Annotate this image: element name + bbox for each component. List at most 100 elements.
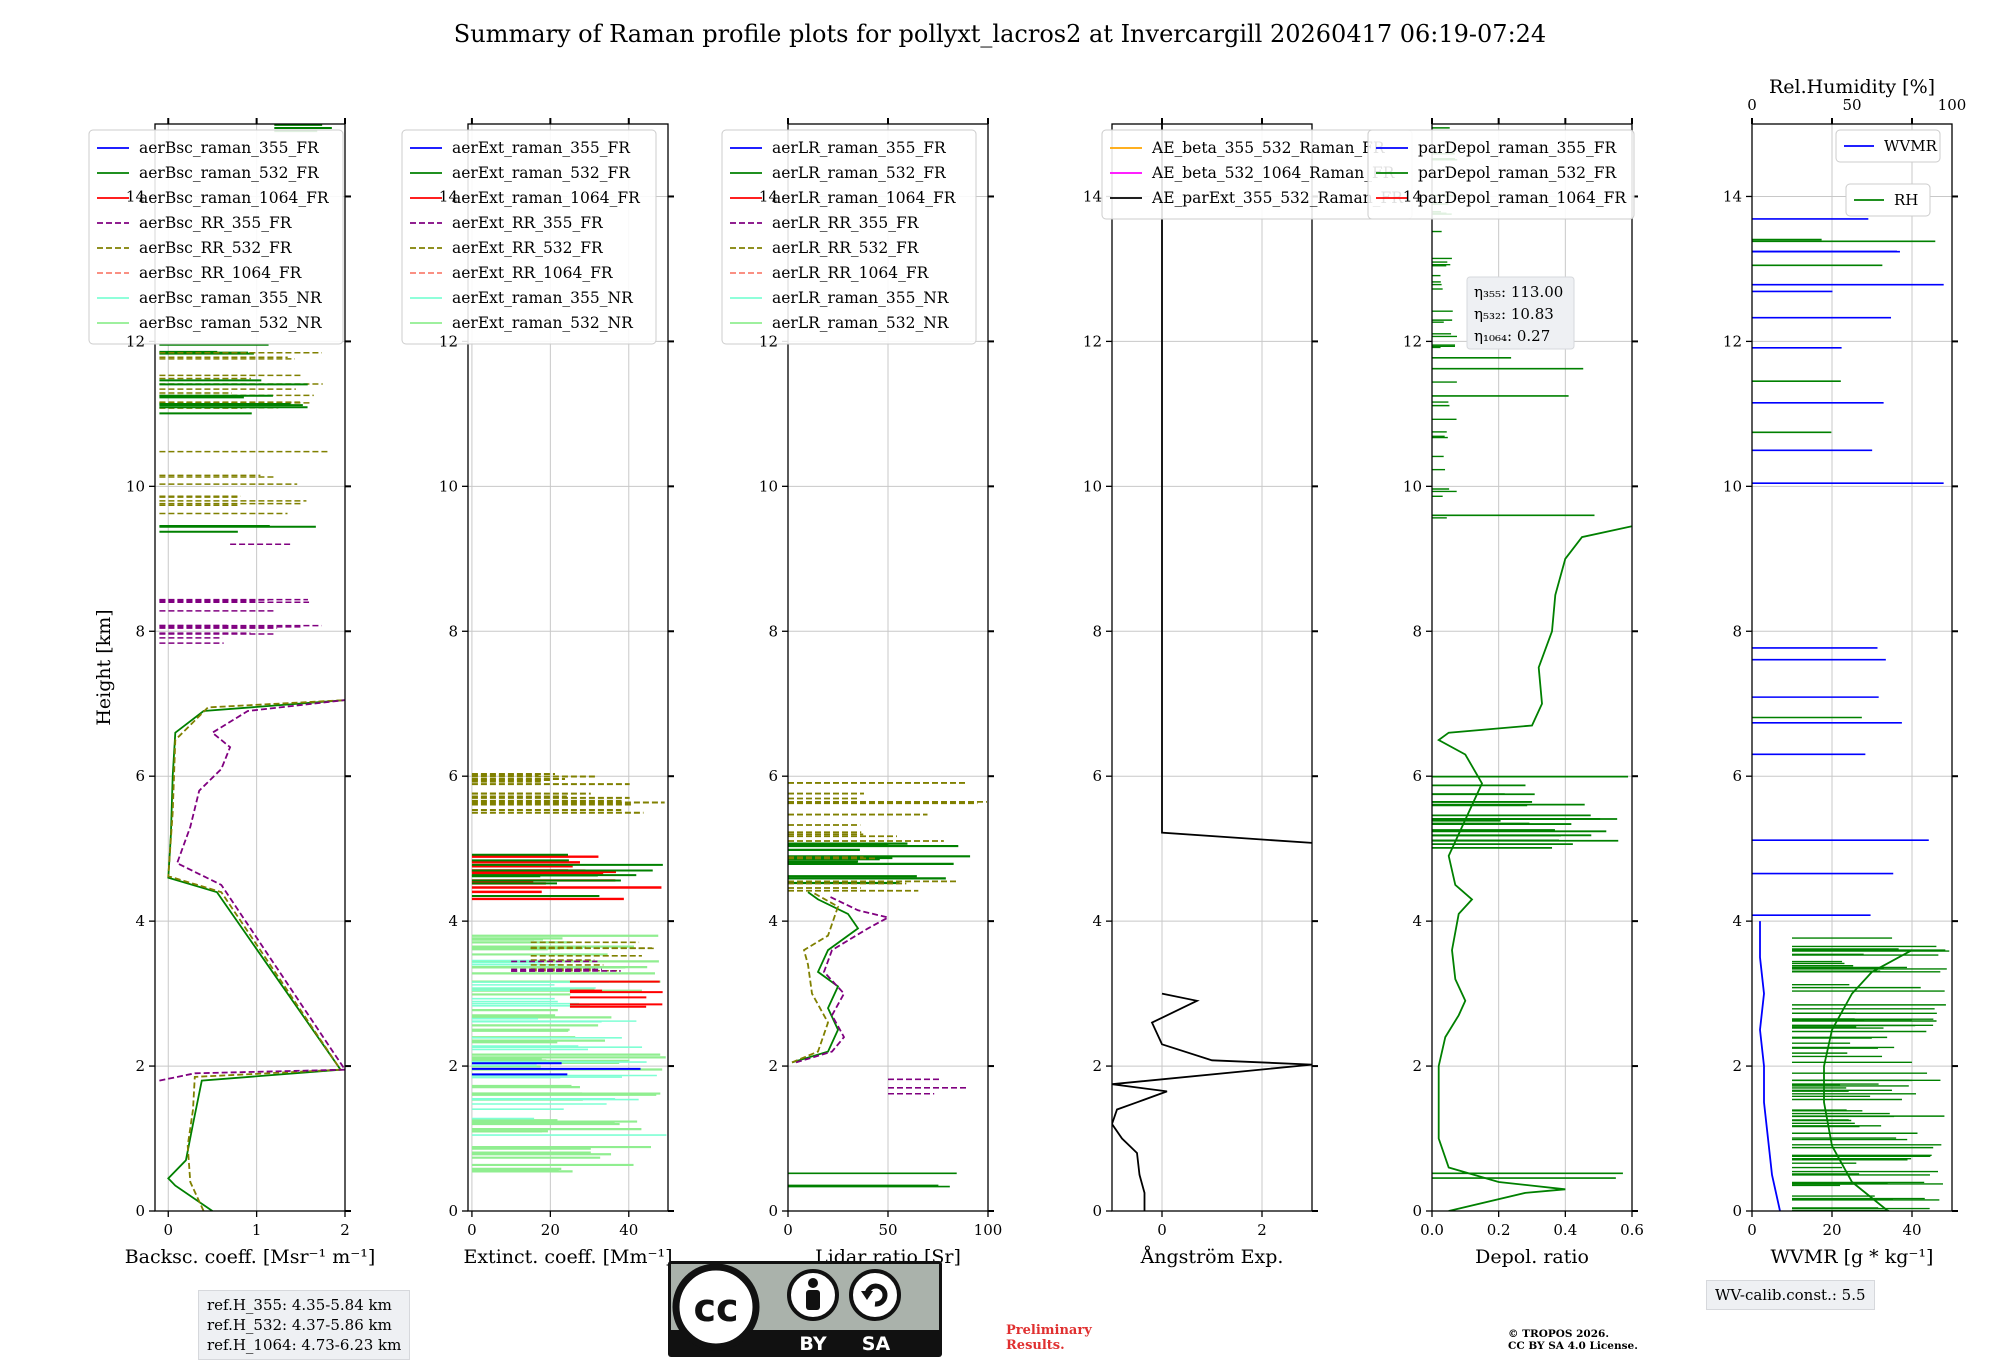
ytick-label: 10 xyxy=(1083,477,1102,495)
legend-bsc xyxy=(88,129,344,345)
legend-label: aerExt_RR_1064_FR xyxy=(452,264,614,282)
legend-label: aerExt_raman_532_FR xyxy=(452,164,631,182)
xtick-label: 0 xyxy=(783,1221,793,1239)
copyright-line-2: CC BY SA 4.0 License. xyxy=(1508,1340,1638,1352)
ytick-label: 14 xyxy=(126,187,145,205)
ytick-label: 4 xyxy=(1092,912,1102,930)
ytick-label: 4 xyxy=(135,912,145,930)
ytick-label: 6 xyxy=(1092,767,1102,785)
ytick-label: 2 xyxy=(768,1057,778,1075)
xtick-label: 1 xyxy=(252,1221,262,1239)
annotation-line: η₃₅₅: 113.00 xyxy=(1474,283,1563,301)
cc-logo-icon xyxy=(672,1263,760,1351)
cc-by-sa-badge: cc BY SA xyxy=(668,1261,942,1357)
ytick-label: 0 xyxy=(448,1202,458,1220)
ytick-label: 4 xyxy=(1732,912,1742,930)
series-aerlr-rr-355-fr xyxy=(795,894,891,1064)
legend-label: AE_parExt_355_532_Raman_FR xyxy=(1151,189,1404,207)
legend-label: parDepol_raman_355_FR xyxy=(1418,139,1618,157)
x-axis-label: Depol. ratio xyxy=(1475,1246,1589,1268)
ytick-label: 10 xyxy=(1723,477,1742,495)
legend-label: aerExt_raman_532_NR xyxy=(452,314,634,332)
ytick-label: 2 xyxy=(448,1057,458,1075)
data-layer-depol xyxy=(1432,127,1632,1211)
xtick-label: 0 xyxy=(163,1221,173,1239)
sa-share-icon xyxy=(849,1269,901,1321)
sa-label: SA xyxy=(862,1333,891,1355)
ytick-label: 12 xyxy=(439,332,458,350)
legend-box xyxy=(401,129,657,345)
axes-frame xyxy=(1431,123,1633,1212)
top-axis-label: Rel.Humidity [%] xyxy=(1769,76,1935,98)
legend-label: AE_beta_532_1064_Raman_FR xyxy=(1151,164,1396,182)
preliminary-line-2: Results. xyxy=(1006,1338,1065,1353)
legend-label: parDepol_raman_532_FR xyxy=(1418,164,1618,182)
ytick-label: 2 xyxy=(1412,1057,1422,1075)
legend-label: AE_beta_355_532_Raman_FR xyxy=(1151,139,1386,157)
top-xtick-label: 0 xyxy=(1747,96,1757,114)
legend-label-wvmr: WVMR xyxy=(1884,137,1938,155)
annotation-line: η₅₃₂: 10.83 xyxy=(1474,305,1554,323)
ytick-label: 14 xyxy=(1403,187,1422,205)
legend-box xyxy=(1845,183,1931,217)
ytick-label: 0 xyxy=(768,1202,778,1220)
refbox-line-1064: ref.H_1064: 4.73-6.23 km xyxy=(207,1336,402,1354)
ytick-label: 10 xyxy=(126,477,145,495)
xtick-label: 0.2 xyxy=(1487,1221,1511,1239)
legend-label-rh: RH xyxy=(1894,191,1918,209)
panel-ext xyxy=(401,118,674,1217)
reference-height-box: ref.H_355: 4.35-5.84 km ref.H_532: 4.37-… xyxy=(198,1290,411,1360)
ytick-label: 12 xyxy=(759,332,778,350)
by-label: BY xyxy=(799,1333,826,1355)
legend-label: aerBsc_raman_355_NR xyxy=(139,289,323,307)
ytick-label: 10 xyxy=(439,477,458,495)
legend-label: aerLR_raman_1064_FR xyxy=(772,189,957,207)
ytick-label: 8 xyxy=(1732,622,1742,640)
x-axis-label: Backsc. coeff. [Msr⁻¹ m⁻¹] xyxy=(125,1246,376,1268)
legend-label: aerBsc_raman_532_FR xyxy=(139,164,320,182)
xtick-label: 40 xyxy=(1902,1221,1921,1239)
ytick-label: 6 xyxy=(135,767,145,785)
by-person-body xyxy=(806,1290,820,1310)
ytick-label: 8 xyxy=(135,622,145,640)
ytick-label: 6 xyxy=(1412,767,1422,785)
ytick-label: 2 xyxy=(1092,1057,1102,1075)
ytick-label: 10 xyxy=(1403,477,1422,495)
preliminary-line-1: Preliminary xyxy=(1006,1323,1092,1338)
wv-calibration-box: WV-calib.const.: 5.5 xyxy=(1706,1280,1875,1310)
ytick-label: 2 xyxy=(1732,1057,1742,1075)
series-aerbsc-rr-355-fr xyxy=(159,699,345,1082)
ytick-label: 4 xyxy=(1412,912,1422,930)
legend-label: aerExt_raman_355_NR xyxy=(452,289,634,307)
data-layer-ae xyxy=(1112,124,1312,1211)
xtick-label: 40 xyxy=(619,1221,638,1239)
legend-lr xyxy=(721,129,977,345)
legend-ext xyxy=(401,129,657,345)
legend-label: parDepol_raman_1064_FR xyxy=(1418,189,1627,207)
panel-depol xyxy=(1367,118,1638,1217)
x-axis-label: Ångström Exp. xyxy=(1140,1246,1284,1268)
panel-lr xyxy=(721,118,994,1217)
legend-box xyxy=(1835,129,1941,163)
xtick-label: 20 xyxy=(1822,1221,1841,1239)
by-person-head xyxy=(808,1278,818,1288)
legend-label: aerLR_RR_355_FR xyxy=(772,214,920,232)
legend-label: aerLR_raman_355_NR xyxy=(772,289,950,307)
ytick-label: 8 xyxy=(1412,622,1422,640)
wv-calibration-text: WV-calib.const.: 5.5 xyxy=(1715,1286,1866,1304)
series-aerlr-rr-532-fr xyxy=(791,891,840,1064)
series-aerlr-raman-532-fr xyxy=(791,891,860,1064)
refbox-line-355: ref.H_355: 4.35-5.84 km xyxy=(207,1296,392,1314)
data-layer-bsc xyxy=(159,124,345,1211)
x-axis-label: WVMR [g * kg⁻¹] xyxy=(1771,1246,1934,1268)
data-layer-ext xyxy=(471,773,667,1173)
top-xtick-label: 100 xyxy=(1938,96,1967,114)
xtick-label: 0 xyxy=(467,1221,477,1239)
legend-ae xyxy=(1101,129,1413,220)
xtick-label: 0 xyxy=(1157,1221,1167,1239)
legend-label: aerLR_raman_532_NR xyxy=(772,314,950,332)
ytick-label: 12 xyxy=(1723,332,1742,350)
data-layer-wv xyxy=(1752,218,1950,1211)
xtick-label: 100 xyxy=(974,1221,1003,1239)
